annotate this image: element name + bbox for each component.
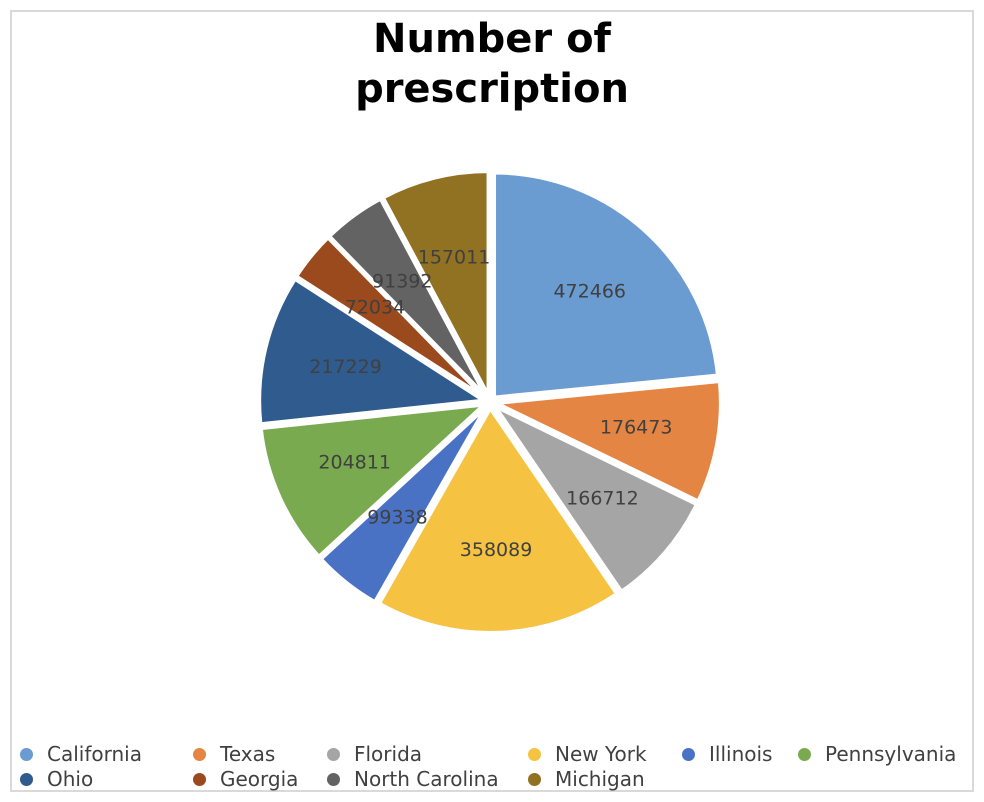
legend-label: Michigan: [555, 767, 645, 791]
pie-slice-texas: [488, 378, 723, 505]
legend-label: New York: [555, 742, 647, 766]
legend-label: Illinois: [709, 742, 773, 766]
legend-marker: [20, 747, 33, 761]
pie-slice-florida: [488, 400, 700, 595]
data-label-ohio: 217229: [309, 356, 382, 378]
data-label-texas: 176473: [600, 417, 673, 439]
legend-marker: [528, 747, 541, 761]
pie-slice-ohio: [257, 276, 491, 427]
legend-label: Pennsylvania: [825, 742, 957, 766]
legend-marker: [20, 772, 33, 786]
legend-marker: [327, 747, 340, 761]
chart-title-line-1: Number of: [373, 16, 611, 62]
legend-item-pennsylvania: Pennsylvania: [798, 742, 956, 766]
legend-marker: [193, 747, 206, 761]
chart-frame: [10, 10, 974, 792]
legend-item-ohio: Ohio: [20, 767, 93, 791]
legend-label: North Carolina: [354, 767, 499, 791]
data-label-california: 472466: [553, 280, 626, 302]
legend-item-california: California: [20, 742, 142, 766]
data-label-pennsylvania: 204811: [318, 452, 391, 474]
data-label-florida: 166712: [566, 488, 639, 510]
legend-marker: [798, 747, 811, 761]
pie-slice-illinois: [317, 405, 489, 605]
legend-item-texas: Texas: [193, 742, 275, 766]
data-label-michigan: 157011: [418, 246, 491, 268]
legend-item-florida: Florida: [327, 742, 422, 766]
data-label-illinois: 99338: [367, 507, 427, 529]
legend-label: California: [47, 742, 142, 766]
chart-title-line-2: prescription: [355, 66, 629, 112]
legend-marker: [327, 772, 340, 786]
pie-slice-new-york: [376, 404, 620, 635]
legend-item-michigan: Michigan: [528, 767, 645, 791]
pie-slice-california: [492, 170, 721, 400]
legend-label: Florida: [354, 742, 423, 766]
legend-label: Georgia: [220, 767, 299, 791]
legend-marker: [528, 772, 541, 786]
legend-marker: [193, 772, 206, 786]
pie-slice-pennsylvania: [258, 401, 491, 560]
legend-label: Texas: [220, 742, 276, 766]
data-label-new-york: 358089: [460, 539, 533, 561]
legend-item-north-carolina: North Carolina: [327, 767, 499, 791]
data-label-georgia: 72034: [345, 297, 405, 319]
legend-item-georgia: Georgia: [193, 767, 298, 791]
legend-item-new-york: New York: [528, 742, 647, 766]
data-label-north-carolina: 91392: [372, 271, 432, 293]
legend-item-illinois: Illinois: [682, 742, 772, 766]
legend-label: Ohio: [47, 767, 94, 791]
pie-slice-north-carolina: [326, 195, 489, 399]
pie-slice-michigan: [380, 169, 491, 398]
chart-title: Number of prescription: [0, 14, 984, 114]
legend-marker: [682, 747, 695, 761]
